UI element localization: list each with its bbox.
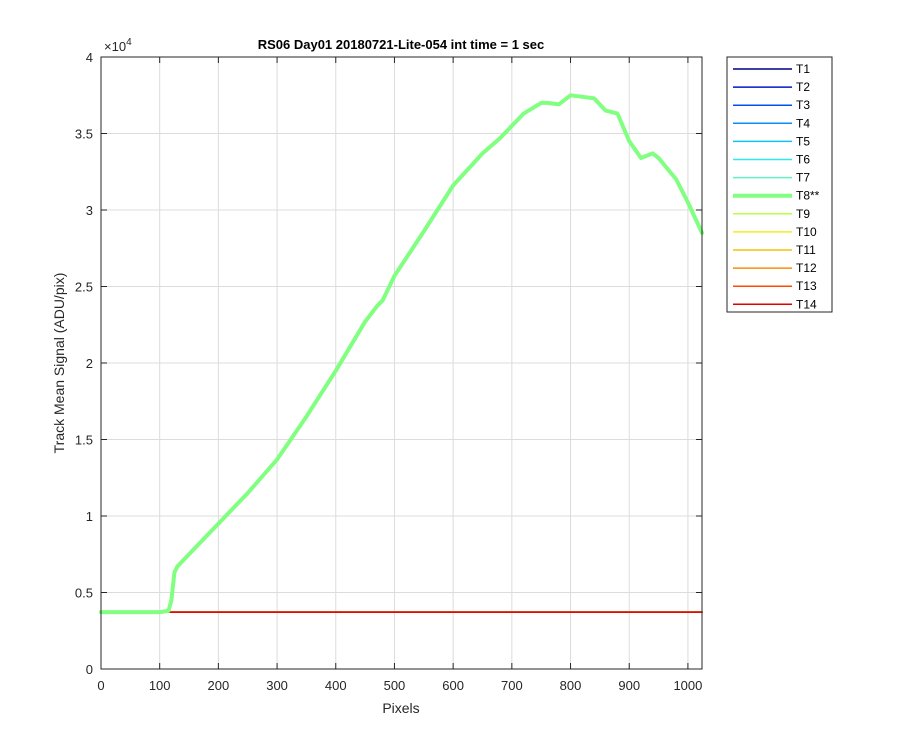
y-tick-label: 1 <box>86 509 93 524</box>
legend-item-t9[interactable]: T9 <box>733 207 810 221</box>
legend-label: T7 <box>796 171 810 185</box>
x-tick-label: 700 <box>501 678 523 693</box>
legend-item-t7[interactable]: T7 <box>733 171 810 185</box>
legend-label: T9 <box>796 207 810 221</box>
legend-label: T6 <box>796 153 810 167</box>
legend-label: T2 <box>796 80 810 94</box>
legend[interactable]: T1 T2 T3 T4 T5 T6 T7 T8** T9 T10 T11 T12 T13 T14 <box>726 56 833 313</box>
x-tick-label: 300 <box>266 678 288 693</box>
legend-item-t1[interactable]: T1 <box>733 62 810 76</box>
legend-item-t4[interactable]: T4 <box>733 116 810 130</box>
y-tick-label: 0 <box>86 662 93 677</box>
x-tick-label: 1000 <box>673 678 702 693</box>
legend-item-t11[interactable]: T11 <box>733 243 816 257</box>
legend-item-t8[interactable]: T8** <box>733 189 820 203</box>
y-axis-multiplier: ×104 <box>104 37 132 54</box>
legend-label: T1 <box>796 62 810 76</box>
legend-item-t2[interactable]: T2 <box>733 80 810 94</box>
series-line-t8 <box>99 93 704 615</box>
x-tick-label: 800 <box>560 678 582 693</box>
y-axis-multiplier-exponent: 4 <box>126 37 132 48</box>
legend-label: T8** <box>796 189 820 203</box>
legend-item-t6[interactable]: T6 <box>733 153 810 167</box>
legend-label: T12 <box>796 261 817 275</box>
legend-item-t3[interactable]: T3 <box>733 98 810 112</box>
y-axis-label: Track Mean Signal (ADU/pix) <box>51 273 67 454</box>
legend-item-t5[interactable]: T5 <box>733 134 810 148</box>
y-tick-label: 1.5 <box>75 433 93 448</box>
legend-label: T5 <box>796 134 810 148</box>
legend-label: T14 <box>796 297 817 311</box>
y-tick-label: 3.5 <box>75 127 93 142</box>
x-tick-label: 500 <box>384 678 406 693</box>
y-tick-label: 2.5 <box>75 280 93 295</box>
x-tick-label: 600 <box>442 678 464 693</box>
x-tick-label: 100 <box>149 678 171 693</box>
series-layer <box>99 93 704 615</box>
legend-box <box>726 56 833 313</box>
legend-label: T11 <box>796 243 816 257</box>
legend-label: T4 <box>796 116 810 130</box>
chart-title: RS06 Day01 20180721-Lite-054 int time = … <box>258 37 545 52</box>
y-tick-label: 4 <box>86 50 93 65</box>
legend-item-t14[interactable]: T14 <box>733 297 817 311</box>
legend-label: T13 <box>796 279 817 293</box>
legend-item-t12[interactable]: T12 <box>733 261 817 275</box>
ticks: 0 100 200 300 400 500 600 700 800 900 1000 0 0.5 1 1.5… <box>75 50 702 693</box>
legend-label: T10 <box>796 225 817 239</box>
x-tick-label: 0 <box>97 678 104 693</box>
legend-item-t10[interactable]: T10 <box>733 225 817 239</box>
y-axis-multiplier-base: ×10 <box>104 39 126 54</box>
x-tick-label: 900 <box>618 678 640 693</box>
x-tick-label: 400 <box>325 678 347 693</box>
y-tick-label: 0.5 <box>75 586 93 601</box>
y-tick-label: 3 <box>86 203 93 218</box>
legend-label: T3 <box>796 98 810 112</box>
x-tick-label: 200 <box>208 678 230 693</box>
x-axis-label: Pixels <box>382 700 419 716</box>
y-tick-label: 2 <box>86 356 93 371</box>
legend-item-t13[interactable]: T13 <box>733 279 817 293</box>
